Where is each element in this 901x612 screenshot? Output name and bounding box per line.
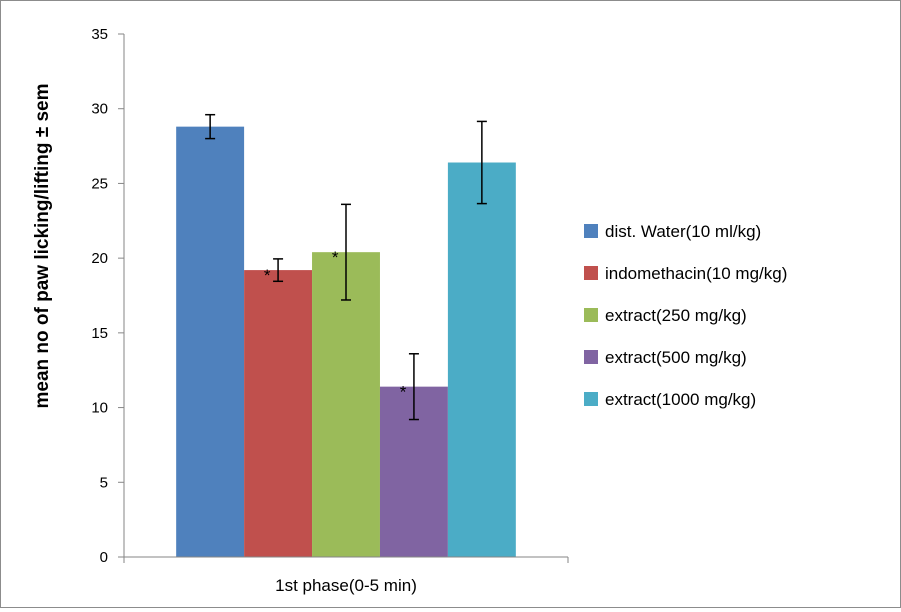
legend-label: extract(1000 mg/kg) xyxy=(605,390,756,409)
legend-label: dist. Water(10 ml/kg) xyxy=(605,222,761,241)
y-tick-label: 5 xyxy=(100,474,108,491)
legend-label: extract(250 mg/kg) xyxy=(605,306,747,325)
significance-markers: * * * xyxy=(264,248,407,401)
y-axis: 0 5 10 15 20 25 30 35 xyxy=(91,26,125,566)
y-tick-label: 15 xyxy=(91,325,108,342)
legend-swatch xyxy=(584,392,598,406)
y-tick-label: 20 xyxy=(91,250,108,267)
legend: dist. Water(10 ml/kg) indomethacin(10 mg/… xyxy=(584,222,787,409)
significance-marker: * xyxy=(400,383,407,402)
y-tick-label: 30 xyxy=(91,101,108,118)
error-bars xyxy=(205,113,487,421)
y-tick-label: 0 xyxy=(100,549,108,566)
x-axis: 1st phase(0-5 min) xyxy=(123,556,569,595)
y-tick-label: 25 xyxy=(91,175,108,192)
legend-label: extract(500 mg/kg) xyxy=(605,348,747,367)
bar xyxy=(176,126,245,557)
legend-label: indomethacin(10 mg/kg) xyxy=(605,264,787,283)
y-tick-label: 35 xyxy=(91,26,108,43)
bar xyxy=(312,252,380,557)
bar xyxy=(244,270,313,557)
legend-swatch xyxy=(584,308,598,322)
bars xyxy=(176,126,516,557)
y-tick-label: 10 xyxy=(91,400,108,417)
legend-swatch xyxy=(584,224,598,238)
x-category-label: 1st phase(0-5 min) xyxy=(275,576,417,595)
legend-swatch xyxy=(584,350,598,364)
legend-swatch xyxy=(584,266,598,280)
bar xyxy=(447,162,516,557)
y-axis-title: mean no of paw licking/lifting ± sem xyxy=(32,83,53,408)
significance-marker: * xyxy=(332,248,339,267)
significance-marker: * xyxy=(264,266,271,285)
